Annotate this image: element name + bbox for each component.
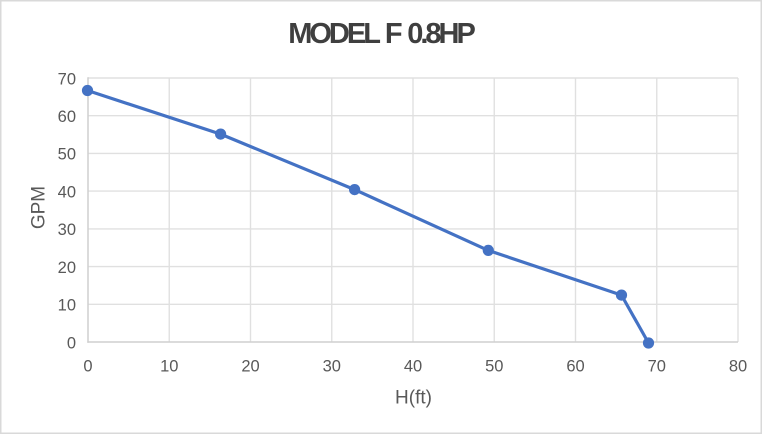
svg-text:0: 0 [83,357,92,375]
svg-text:GPM: GPM [29,186,50,229]
svg-text:MODEL F 0.8HP: MODEL F 0.8HP [288,18,475,50]
svg-text:60: 60 [566,357,584,375]
svg-text:40: 40 [404,357,422,375]
svg-text:80: 80 [729,357,747,375]
svg-text:20: 20 [241,357,259,375]
svg-text:60: 60 [58,108,76,126]
svg-text:40: 40 [58,183,76,201]
svg-text:H(ft): H(ft) [395,388,432,409]
svg-text:70: 70 [648,357,666,375]
svg-text:20: 20 [58,259,76,277]
svg-text:30: 30 [323,357,341,375]
svg-text:0: 0 [67,334,76,352]
svg-text:10: 10 [58,297,76,315]
svg-text:70: 70 [58,70,76,88]
svg-text:50: 50 [58,146,76,164]
svg-text:10: 10 [160,357,178,375]
svg-text:30: 30 [58,221,76,239]
svg-text:50: 50 [485,357,503,375]
